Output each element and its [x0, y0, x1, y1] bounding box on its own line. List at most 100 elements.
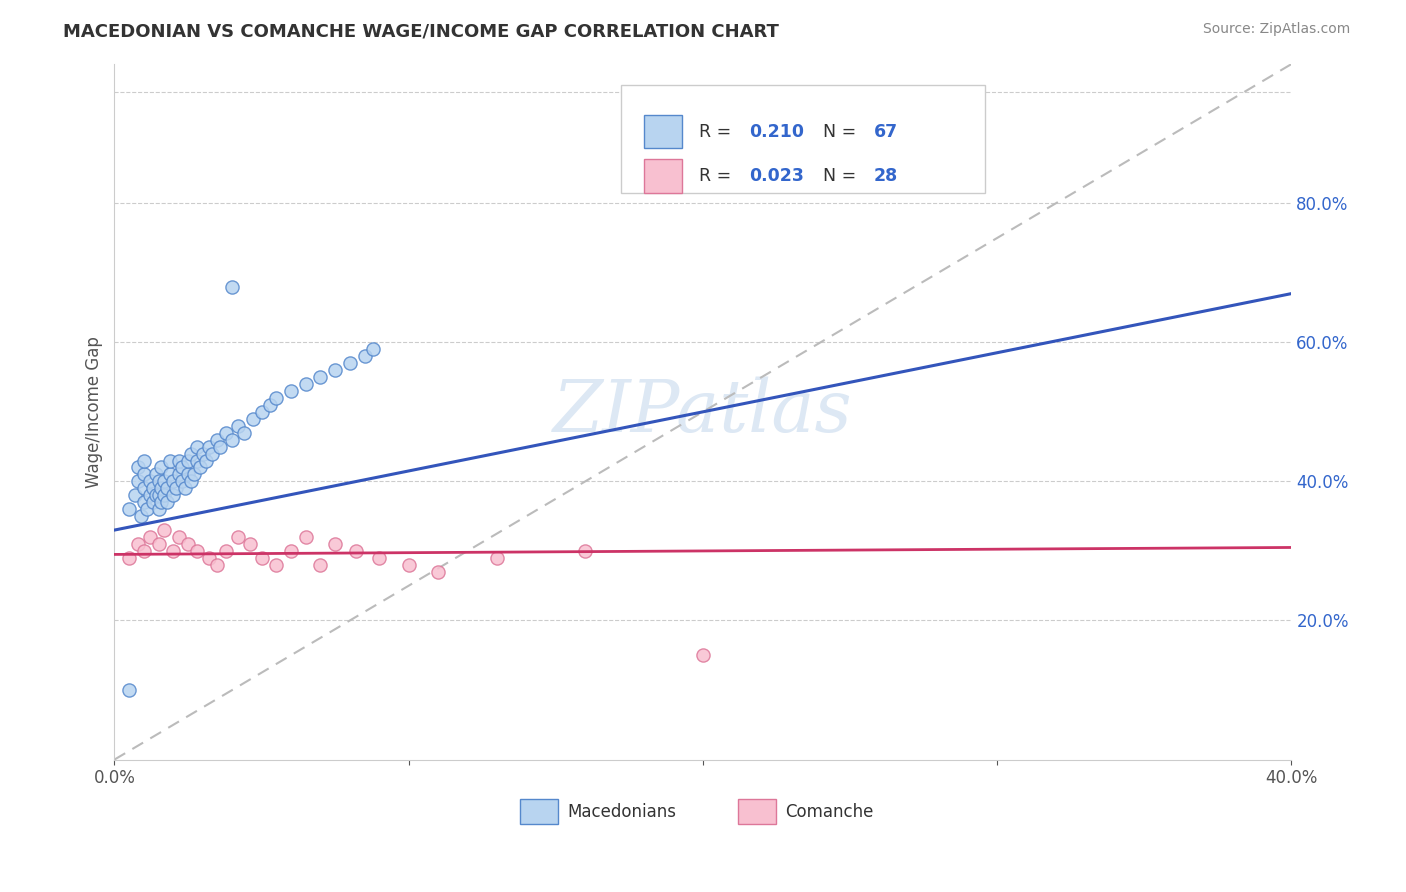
- Point: [177, 467, 200, 482]
- Point: [188, 460, 211, 475]
- Point: [148, 537, 170, 551]
- Point: [280, 544, 302, 558]
- Point: [692, 648, 714, 663]
- Point: [200, 446, 222, 460]
- Point: [118, 502, 141, 516]
- Point: [177, 453, 200, 467]
- Point: [127, 475, 149, 489]
- Point: [162, 475, 184, 489]
- Y-axis label: Wage/Income Gap: Wage/Income Gap: [86, 336, 103, 488]
- Point: [344, 544, 367, 558]
- Text: R =: R =: [699, 123, 737, 141]
- Text: Source: ZipAtlas.com: Source: ZipAtlas.com: [1202, 22, 1350, 37]
- Text: Comanche: Comanche: [786, 803, 873, 821]
- Point: [368, 550, 391, 565]
- Point: [148, 488, 170, 502]
- Point: [129, 509, 152, 524]
- Point: [132, 453, 155, 467]
- Text: R =: R =: [699, 167, 737, 186]
- Point: [186, 453, 208, 467]
- Point: [148, 502, 170, 516]
- Point: [197, 440, 219, 454]
- Text: N =: N =: [823, 123, 862, 141]
- Point: [167, 467, 190, 482]
- Point: [159, 453, 181, 467]
- Point: [207, 433, 229, 447]
- Point: [232, 425, 254, 440]
- Point: [197, 550, 219, 565]
- Text: 0.210: 0.210: [749, 123, 804, 141]
- Point: [259, 398, 281, 412]
- Point: [153, 475, 176, 489]
- Text: ZIPatlas: ZIPatlas: [553, 376, 853, 447]
- Point: [138, 475, 160, 489]
- Point: [215, 544, 238, 558]
- Point: [132, 467, 155, 482]
- Point: [138, 530, 160, 544]
- Bar: [644, 160, 682, 193]
- Point: [174, 481, 197, 495]
- Point: [280, 384, 302, 398]
- Point: [150, 460, 173, 475]
- Point: [153, 523, 176, 537]
- Point: [323, 537, 346, 551]
- Point: [323, 363, 346, 377]
- Point: [156, 495, 179, 509]
- Point: [167, 453, 190, 467]
- Point: [165, 481, 187, 495]
- Text: Macedonians: Macedonians: [568, 803, 676, 821]
- Point: [132, 495, 155, 509]
- Point: [132, 544, 155, 558]
- Bar: [520, 799, 558, 824]
- Point: [118, 683, 141, 698]
- Point: [172, 475, 194, 489]
- Point: [124, 488, 146, 502]
- Point: [127, 537, 149, 551]
- Point: [145, 467, 167, 482]
- Point: [353, 349, 375, 363]
- Point: [221, 433, 243, 447]
- Point: [221, 279, 243, 293]
- Point: [142, 495, 165, 509]
- Point: [162, 488, 184, 502]
- Point: [127, 460, 149, 475]
- Point: [138, 488, 160, 502]
- Point: [162, 544, 184, 558]
- Point: [153, 488, 176, 502]
- Point: [309, 370, 332, 384]
- Point: [485, 550, 508, 565]
- Point: [209, 440, 232, 454]
- Point: [150, 481, 173, 495]
- Text: 28: 28: [873, 167, 898, 186]
- Point: [186, 440, 208, 454]
- FancyBboxPatch shape: [620, 85, 986, 193]
- Text: N =: N =: [823, 167, 862, 186]
- Point: [156, 481, 179, 495]
- Point: [294, 530, 316, 544]
- Point: [574, 544, 596, 558]
- Point: [309, 558, 332, 572]
- Point: [226, 530, 249, 544]
- Point: [239, 537, 262, 551]
- Point: [132, 481, 155, 495]
- Text: 67: 67: [873, 123, 898, 141]
- Point: [180, 475, 202, 489]
- Point: [427, 565, 450, 579]
- Text: MACEDONIAN VS COMANCHE WAGE/INCOME GAP CORRELATION CHART: MACEDONIAN VS COMANCHE WAGE/INCOME GAP C…: [63, 22, 779, 40]
- Point: [150, 495, 173, 509]
- Text: 0.023: 0.023: [749, 167, 804, 186]
- Point: [242, 411, 264, 425]
- Point: [250, 550, 273, 565]
- Point: [183, 467, 205, 482]
- Point: [167, 530, 190, 544]
- Point: [145, 488, 167, 502]
- Point: [148, 475, 170, 489]
- Point: [186, 544, 208, 558]
- Point: [363, 343, 385, 357]
- Point: [159, 467, 181, 482]
- Point: [264, 558, 287, 572]
- Point: [180, 446, 202, 460]
- Point: [226, 418, 249, 433]
- Point: [339, 356, 361, 370]
- Point: [294, 377, 316, 392]
